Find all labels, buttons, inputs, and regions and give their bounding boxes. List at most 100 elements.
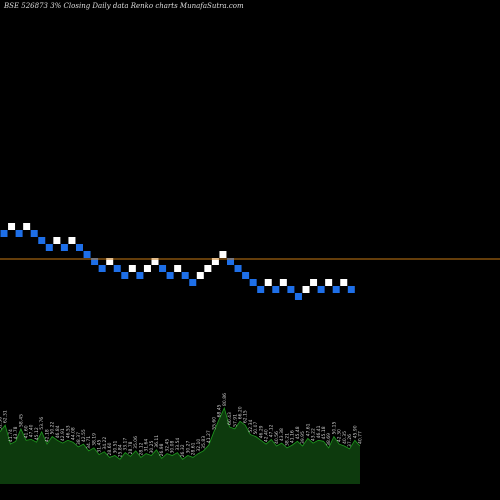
volume-label-4: 58.45: [18, 414, 24, 427]
volume-label-3: 43.78: [13, 426, 19, 439]
renko-brick-31: [234, 265, 242, 272]
volume-label-55: 38.21: [285, 433, 291, 446]
volume-label-48: 52.34: [248, 420, 254, 433]
volume-label-30: 36.11: [154, 435, 160, 448]
renko-brick-10: [76, 244, 83, 251]
volume-label-28: 31.64: [144, 439, 150, 452]
renko-brick-33: [249, 279, 257, 286]
renko-brick-17: [128, 265, 136, 272]
renko-brick-2: [15, 230, 23, 237]
renko-brick-46: [347, 286, 355, 293]
volume-label-16: 42.55: [81, 429, 87, 442]
volume-label-42: 68.45: [217, 404, 223, 417]
renko-brick-41: [310, 279, 318, 286]
volume-label-29: 30.25: [149, 440, 155, 453]
renko-brick-9: [68, 237, 76, 244]
volume-label-23: 25.84: [118, 444, 124, 457]
renko-brick-37: [279, 279, 287, 286]
renko-brick-23: [174, 265, 182, 272]
renko-brick-27: [204, 265, 212, 272]
renko-brick-7: [53, 237, 61, 244]
renko-brick-6: [45, 244, 53, 251]
volume-label-39: 35.83: [201, 436, 207, 449]
volume-label-27: 28.12: [138, 442, 144, 455]
volume-label-47: 62.15: [243, 410, 249, 423]
volume-label-33: 30.08: [170, 441, 176, 454]
renko-brick-0: [0, 230, 8, 237]
renko-brick-12: [91, 258, 99, 265]
volume-label-62: 45.18: [321, 426, 327, 439]
renko-brick-44: [332, 286, 340, 293]
renko-brick-36: [272, 286, 280, 293]
renko-brick-26: [196, 272, 204, 279]
volume-label-31: 26.98: [159, 443, 165, 456]
volume-label-53: 40.56: [274, 431, 280, 444]
volume-label-9: 42.18: [45, 429, 51, 442]
volume-label-12: 42.91: [60, 428, 66, 441]
volume-label-58: 39.95: [300, 431, 306, 444]
renko-brick-11: [83, 251, 91, 258]
volume-label-54: 43.38: [279, 428, 285, 441]
volume-label-0: 52.56: [0, 417, 3, 430]
volume-label-63: 38.69: [326, 433, 332, 446]
renko-brick-28: [211, 258, 219, 265]
volume-label-60: 43.22: [311, 428, 317, 441]
renko-brick-14: [106, 258, 114, 265]
renko-brick-30: [227, 258, 234, 265]
volume-label-36: 30.27: [185, 440, 191, 453]
renko-brick-5: [38, 237, 46, 244]
renko-brick-22: [166, 272, 174, 279]
volume-label-17: 34.71: [86, 436, 92, 449]
volume-label-40: 41.27: [206, 430, 212, 443]
renko-brick-25: [189, 279, 197, 286]
renko-brick-8: [60, 244, 68, 251]
volume-label-20: 34.22: [102, 437, 108, 450]
chart-title: BSE 526873 3% Closing Daily data Renko c…: [4, 2, 244, 10]
volume-label-15: 38.37: [76, 432, 82, 445]
volume-label-50: 46.29: [258, 425, 264, 438]
volume-label-26: 35.06: [133, 436, 139, 449]
volume-label-67: 37.26: [347, 434, 353, 447]
volume-label-11: 46.84: [55, 425, 61, 438]
renko-brick-3: [23, 223, 31, 230]
volume-label-66: 40.35: [342, 431, 348, 444]
volume-label-10: 50.22: [50, 422, 56, 435]
renko-brick-38: [287, 286, 295, 293]
volume-label-45: 57.91: [232, 414, 238, 427]
volume-label-56: 41.16: [290, 430, 296, 443]
volume-label-37: 28.61: [191, 442, 197, 455]
volume-label-25: 28.78: [128, 441, 134, 454]
volume-label-51: 42.40: [264, 429, 270, 442]
renko-brick-16: [121, 272, 129, 279]
renko-brick-43: [325, 279, 333, 286]
volume-label-65: 42.30: [337, 429, 343, 442]
volume-label-43: 80.86: [222, 393, 228, 406]
volume-label-22: 30.51: [112, 440, 118, 453]
renko-brick-15: [113, 265, 121, 272]
volume-label-1: 62.31: [3, 410, 9, 423]
volume-label-59: 47.61: [305, 423, 311, 436]
renko-brick-21: [159, 265, 167, 272]
renko-brick-45: [340, 279, 348, 286]
renko-brick-24: [181, 272, 189, 279]
renko-brick-4: [30, 230, 38, 237]
volume-label-41: 55.60: [211, 417, 217, 430]
volume-label-32: 32.45: [165, 439, 171, 452]
renko-brick-40: [302, 286, 310, 293]
volume-label-13: 46.53: [65, 425, 71, 438]
renko-brick-13: [98, 265, 106, 272]
renko-brick-32: [242, 272, 250, 279]
renko-brick-29: [219, 251, 227, 258]
volume-label-6: 47.40: [29, 424, 35, 437]
renko-brick-42: [317, 286, 325, 293]
renko-brick-1: [8, 223, 16, 230]
renko-brick-18: [136, 272, 144, 279]
volume-label-5: 41.60: [24, 425, 30, 438]
volume-label-64: 50.15: [331, 421, 337, 434]
volume-label-49: 50.07: [253, 422, 259, 435]
volume-label-18: 38.19: [91, 433, 97, 446]
renko-brick-39: [294, 293, 302, 300]
